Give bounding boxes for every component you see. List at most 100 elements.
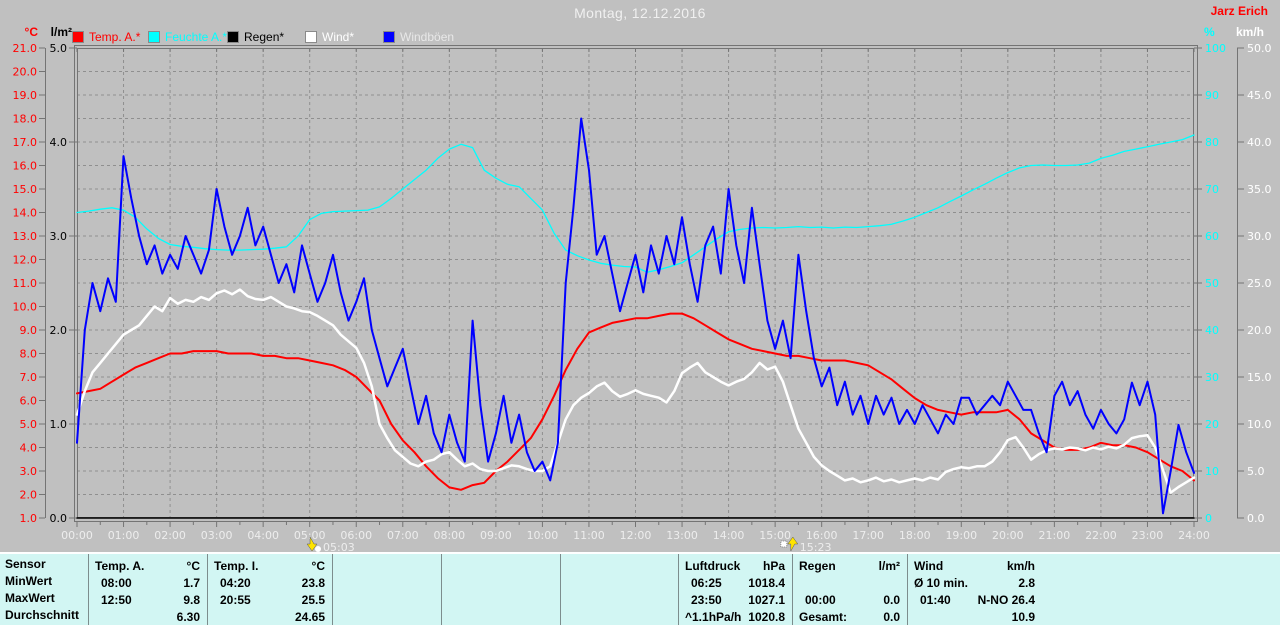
page-title: Montag, 12.12.2016 (574, 5, 706, 21)
svg-text:03:00: 03:00 (201, 529, 233, 542)
max-value: 25.5 (301, 592, 325, 607)
svg-text:05:03: 05:03 (323, 541, 355, 552)
svg-text:21:00: 21:00 (1039, 529, 1071, 542)
wind-max-time: 01:40 (920, 592, 951, 607)
stats-col-temp-i: Temp. I. °C 04:20 23.8 20:55 25.5 24.65 (207, 554, 332, 625)
svg-text:1.0: 1.0 (50, 418, 68, 431)
legend-item-temp-a: Temp. A.* (72, 30, 140, 44)
svg-text:9.0: 9.0 (20, 324, 38, 337)
svg-text:07:00: 07:00 (387, 529, 419, 542)
legend-item-regen: Regen* (227, 30, 284, 44)
legend-label-regen: Regen* (244, 30, 285, 44)
svg-text:6.0: 6.0 (20, 395, 38, 408)
col-unit: km/h (1006, 558, 1035, 573)
col-unit: l/m² (878, 558, 900, 573)
avg-value: 24.65 (294, 609, 325, 624)
max-time: 23:50 (691, 592, 722, 607)
svg-text:15:00: 15:00 (759, 529, 791, 542)
stats-row-labels: Sensor MinWert MaxWert Durchschnitt (0, 554, 88, 625)
legend-swatch-temp-a (72, 31, 84, 43)
svg-text:08:00: 08:00 (433, 529, 465, 542)
svg-text:40: 40 (1205, 324, 1219, 337)
legend-label-feuchte: Feuchte A.* (165, 30, 228, 44)
svg-text:11:00: 11:00 (573, 529, 605, 542)
svg-text:10.0: 10.0 (13, 301, 38, 314)
svg-text:4.0: 4.0 (20, 442, 38, 455)
col-unit: °C (186, 558, 200, 573)
svg-text:17:00: 17:00 (852, 529, 884, 542)
min-value: 23.8 (301, 575, 325, 590)
svg-text:12:00: 12:00 (620, 529, 652, 542)
svg-text:22:00: 22:00 (1085, 529, 1117, 542)
legend-swatch-wind (305, 31, 317, 43)
wind-avg-label: Ø 10 min. (914, 575, 969, 590)
stats-label-maxwert: MaxWert (5, 591, 55, 605)
svg-text:01:00: 01:00 (108, 529, 140, 542)
legend-swatch-feuchte (148, 31, 160, 43)
axis-unit-wind: km/h (1236, 25, 1265, 39)
svg-text:20: 20 (1205, 418, 1219, 431)
stats-col-empty-1 (332, 554, 441, 625)
svg-text:17.0: 17.0 (13, 136, 38, 149)
svg-text:40.0: 40.0 (1247, 136, 1272, 149)
svg-text:16:00: 16:00 (806, 529, 838, 542)
svg-text:20.0: 20.0 (13, 66, 38, 79)
svg-text:30: 30 (1205, 371, 1219, 384)
col-unit: °C (311, 558, 325, 573)
svg-text:18:00: 18:00 (899, 529, 931, 542)
svg-text:100: 100 (1205, 42, 1226, 55)
chart-svg: 21.0 20.0 19.0 18.0 17.0 16.0 15.0 14.0 13.0 12.0… (12, 42, 1272, 554)
axis-unit-temp: °C (24, 25, 38, 39)
min-time: 04:20 (220, 575, 251, 590)
col-header: Regen (799, 558, 836, 573)
svg-text:14.0: 14.0 (13, 207, 38, 220)
svg-text:16.0: 16.0 (13, 160, 38, 173)
legend-swatch-regen (227, 31, 239, 43)
stats-col-luftdruck: Luftdruck hPa 06:25 1018.4 23:50 1027.1 ^1.… (678, 554, 792, 625)
legend-label-wind: Wind* (322, 30, 355, 44)
min-time: 08:00 (101, 575, 132, 590)
legend-swatch-windboeen (383, 31, 395, 43)
col-header: Temp. A. (95, 558, 145, 573)
svg-text:14:00: 14:00 (713, 529, 745, 542)
svg-text:5.0: 5.0 (20, 418, 38, 431)
col-header: Wind (914, 558, 944, 573)
svg-text:90: 90 (1205, 89, 1219, 102)
svg-text:06:00: 06:00 (340, 529, 372, 542)
stats-col-empty-3 (560, 554, 678, 625)
stats-col-regen: Regen l/m² 00:00 0.0 Gesamt: 0.0 (792, 554, 907, 625)
svg-text:24:00: 24:00 (1178, 529, 1210, 542)
col-header: Luftdruck (685, 558, 741, 573)
svg-text:50.0: 50.0 (1247, 42, 1272, 55)
wind-min-value: 2.8 (1018, 575, 1035, 590)
svg-text:13:00: 13:00 (666, 529, 698, 542)
max-value: 1027.1 (748, 592, 785, 607)
stats-label-durchschnitt: Durchschnitt (5, 608, 80, 622)
axis-unit-humidity: % (1204, 25, 1215, 39)
svg-text:8.0: 8.0 (20, 348, 38, 361)
avg-value: 1020.8 (748, 609, 785, 624)
svg-text:7.0: 7.0 (20, 371, 38, 384)
wind-avg-value: 10.9 (1011, 609, 1035, 624)
legend-item-wind: Wind* (305, 30, 354, 44)
avg-value: 6.30 (176, 609, 200, 624)
svg-text:13.0: 13.0 (13, 230, 38, 243)
rain-day-value: 0.0 (883, 592, 900, 607)
stats-col-empty-2 (441, 554, 560, 625)
max-time: 12:50 (101, 592, 132, 607)
svg-text:4.0: 4.0 (50, 136, 68, 149)
svg-text:19.0: 19.0 (13, 89, 38, 102)
rain-total-value: 0.0 (883, 609, 900, 624)
svg-text:35.0: 35.0 (1247, 183, 1272, 196)
svg-text:10: 10 (1205, 465, 1219, 478)
svg-text:04:00: 04:00 (247, 529, 279, 542)
svg-text:20.0: 20.0 (1247, 324, 1272, 337)
legend-label-temp-a: Temp. A.* (89, 30, 141, 44)
svg-text:0: 0 (1205, 512, 1212, 525)
svg-text:09:00: 09:00 (480, 529, 512, 542)
svg-text:05:00: 05:00 (294, 529, 326, 542)
stats-table: Sensor MinWert MaxWert Durchschnitt Temp… (0, 552, 1280, 625)
min-value: 1018.4 (748, 575, 785, 590)
weather-chart: 21.0 20.0 19.0 18.0 17.0 16.0 15.0 14.0 13.0 12.0… (12, 42, 1272, 554)
